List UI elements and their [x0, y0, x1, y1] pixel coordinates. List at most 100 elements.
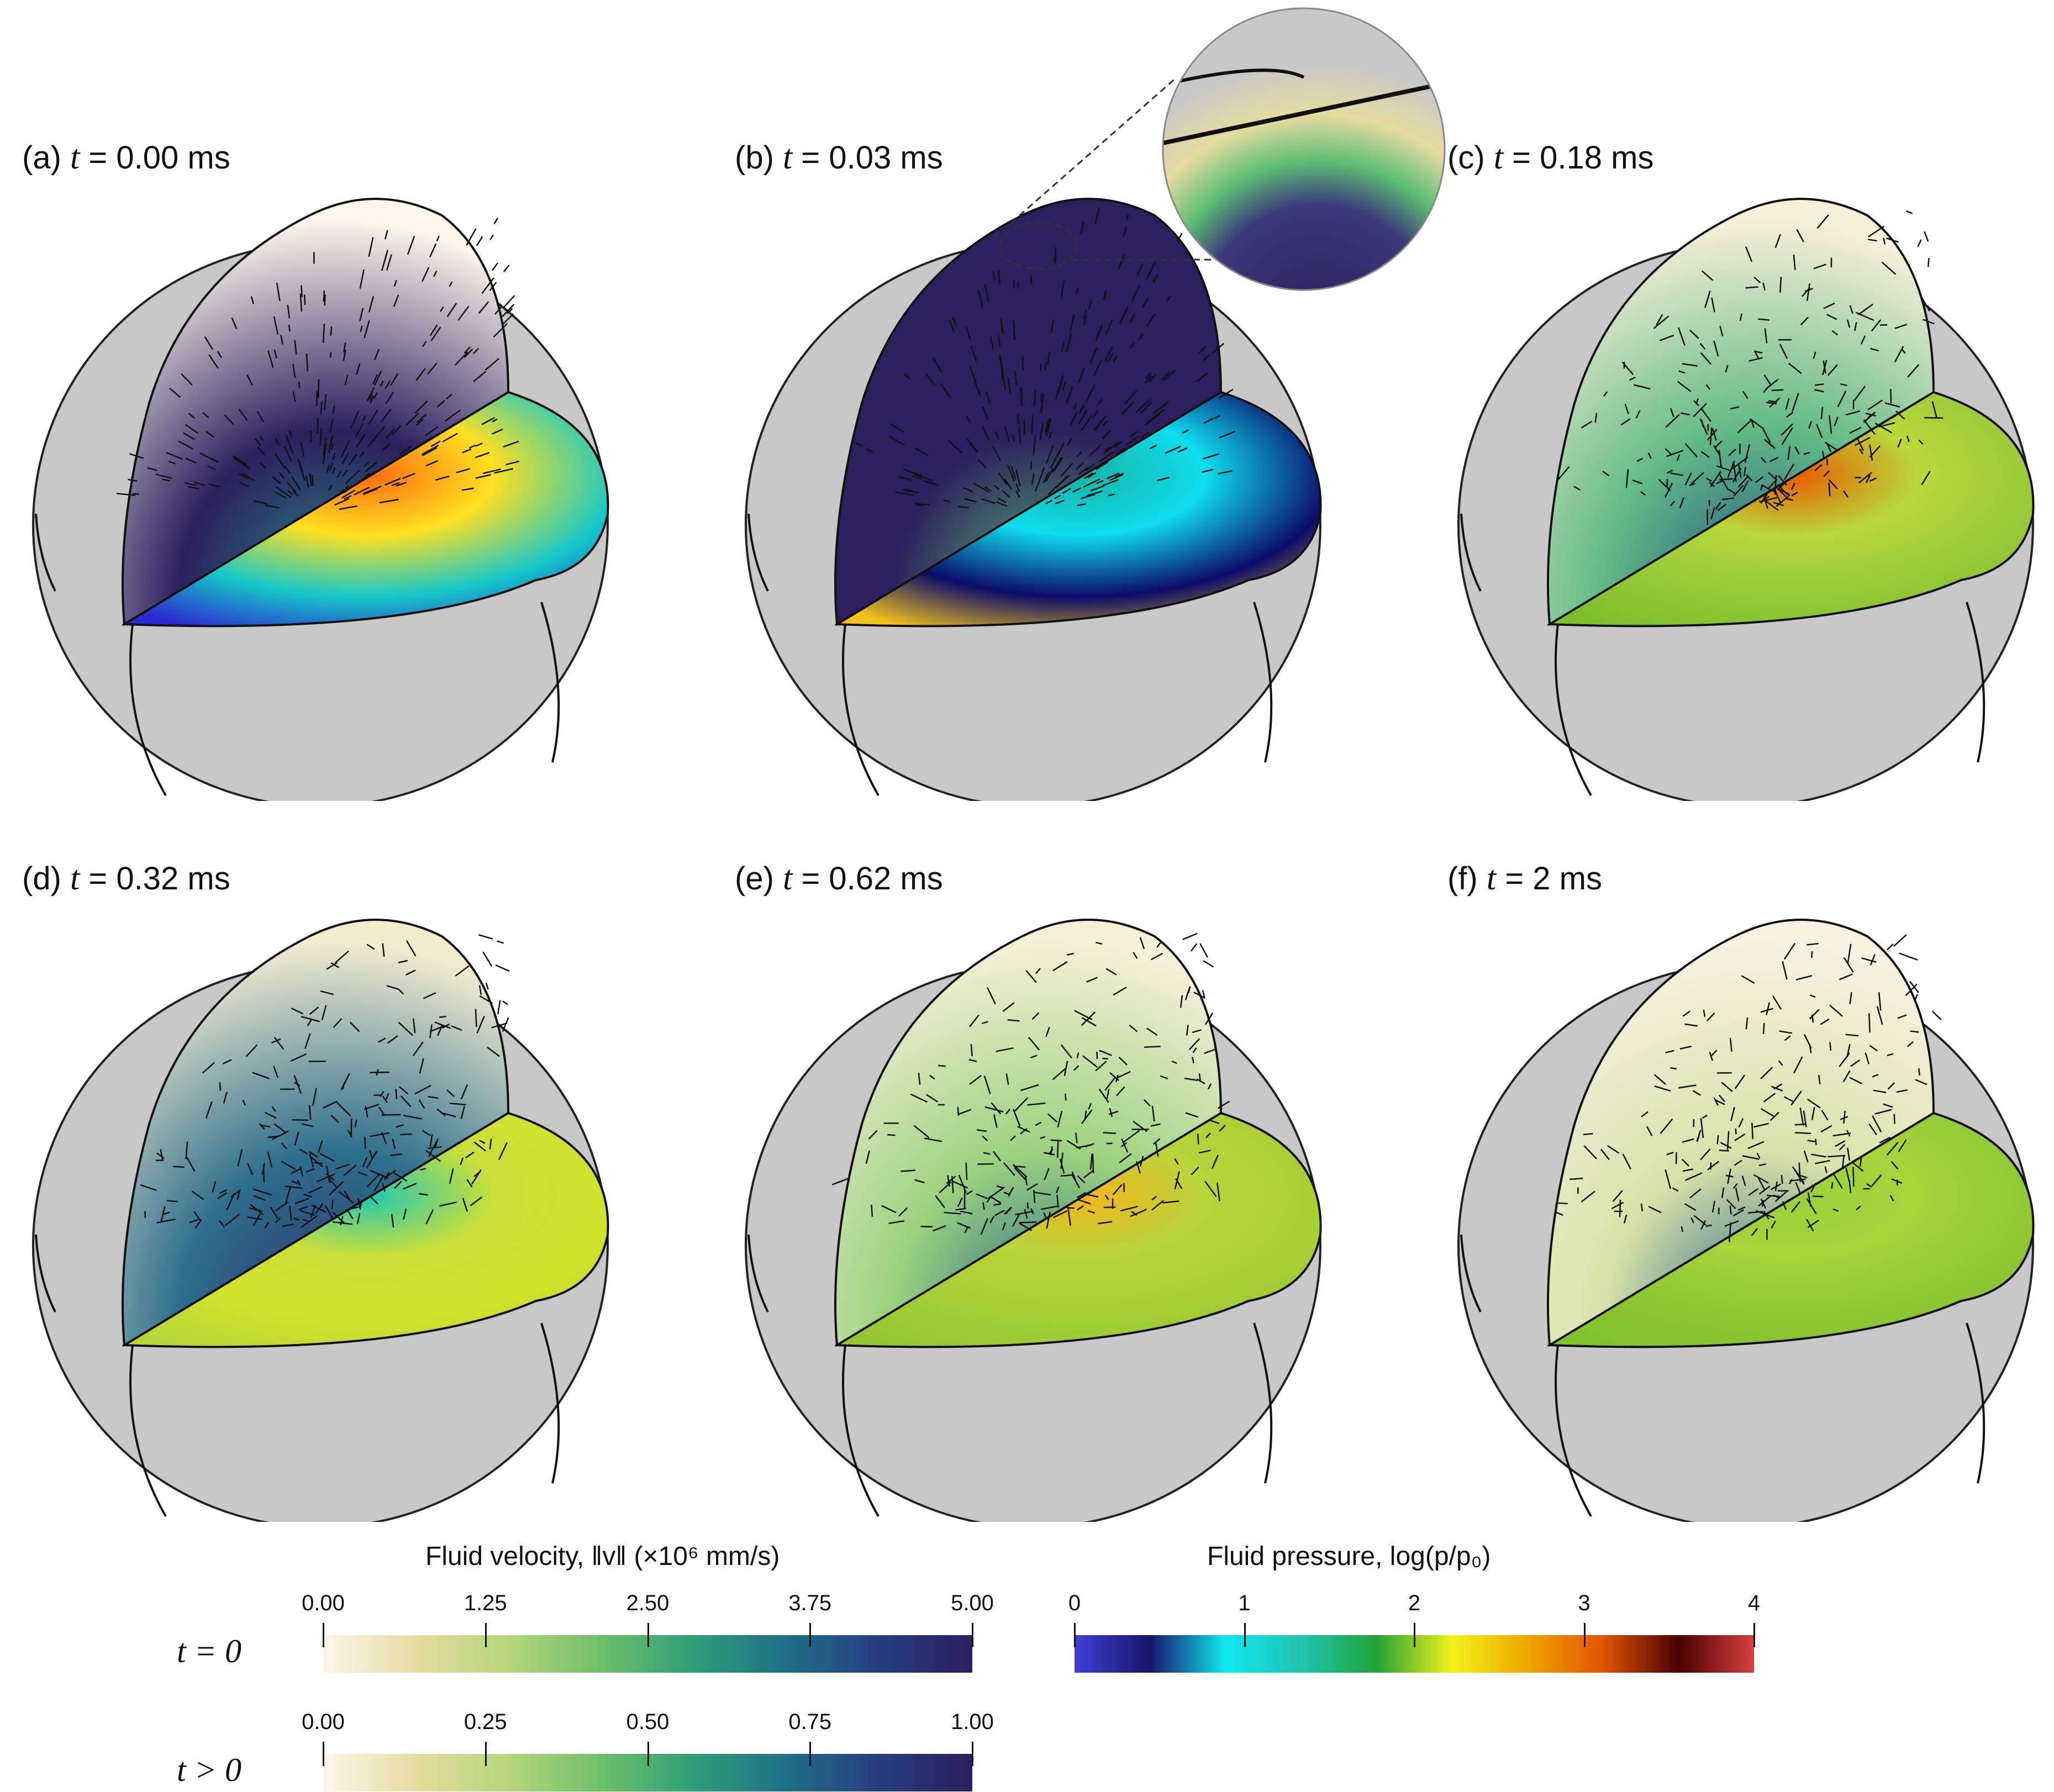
velocity-arrow: [952, 1180, 968, 1189]
velocity-arrow: [968, 1059, 977, 1062]
cutaway-sphere-render: [745, 919, 1322, 1522]
velocity-arrow: [419, 1193, 429, 1196]
velocity-arrow: [359, 308, 364, 321]
velocity-arrow: [492, 262, 499, 271]
time-symbol: t: [1493, 139, 1503, 176]
velocity-arrow: [1632, 479, 1643, 484]
velocity-arrow: [960, 1210, 973, 1215]
velocity-arrow: [402, 472, 415, 479]
simulation-panel-a: (a) t = 0.00 ms: [22, 138, 630, 801]
velocity-arrow: [1707, 429, 1718, 441]
velocity-arrow: [1114, 441, 1123, 448]
velocity-arrow: [1102, 1057, 1109, 1060]
velocity-arrow: [460, 1084, 468, 1100]
velocity-t0-tick-mark: [323, 1623, 324, 1647]
velocity-arrow: [1849, 992, 1852, 1004]
velocity-arrow: [489, 1139, 492, 1150]
velocity-arrow: [202, 412, 209, 418]
velocity-arrow: [1726, 1131, 1730, 1150]
time-unit: ms: [900, 140, 943, 176]
velocity-arrow: [1827, 364, 1839, 376]
velocity-arrow: [990, 336, 994, 350]
velocity-arrow: [1191, 1166, 1199, 1176]
velocity-arrow: [1160, 371, 1171, 381]
velocity-arrow: [1017, 413, 1020, 425]
velocity-arrow: [489, 282, 497, 291]
simulation-panel-d: (d) t = 0.32 ms: [22, 859, 630, 1522]
velocity-arrow: [1204, 1048, 1216, 1055]
velocity-arrow: [1015, 490, 1020, 498]
velocity-arrow: [1070, 411, 1078, 425]
velocity-arrow: [1085, 463, 1096, 472]
velocity-arrow: [273, 349, 277, 359]
velocity-arrow: [140, 1184, 157, 1192]
velocity-arrow: [1859, 448, 1863, 455]
velocity-arrow: [1129, 313, 1136, 323]
time-unit: ms: [1559, 861, 1602, 897]
velocity-tpos-tick-mark: [323, 1742, 324, 1766]
velocity-arrow: [871, 1204, 873, 1217]
velocity-arrow: [1924, 231, 1929, 242]
velocity-arrow: [184, 482, 197, 487]
velocity-arrow: [1874, 423, 1893, 434]
velocity-colorbar-title: Fluid velocity, ‖v‖ (×10⁶ mm/s): [425, 1542, 780, 1571]
velocity-arrow: [1177, 447, 1188, 453]
velocity-arrow: [470, 1196, 483, 1206]
cutaway-sphere-render: [32, 919, 609, 1522]
velocity-arrow: [330, 442, 334, 450]
velocity-arrow: [1747, 1141, 1765, 1150]
velocity-arrow: [1053, 246, 1057, 263]
velocity-arrow: [464, 348, 473, 359]
velocity-arrow: [1087, 472, 1097, 478]
velocity-arrow: [275, 1217, 281, 1224]
velocity-arrow: [1103, 292, 1107, 301]
velocity-arrow: [464, 346, 471, 354]
velocity-arrow: [1682, 1168, 1694, 1172]
velocity-arrow: [189, 1219, 199, 1224]
velocity-arrow: [1716, 502, 1721, 508]
velocity-arrow: [1056, 442, 1065, 458]
velocity-arrow: [896, 491, 914, 496]
velocity-arrow: [1026, 1183, 1038, 1191]
velocity-arrow: [1745, 246, 1753, 262]
velocity-arrow: [451, 1025, 462, 1031]
velocity-arrow: [1115, 1074, 1119, 1083]
velocity-arrow: [1918, 439, 1924, 445]
velocity-arrow: [1040, 363, 1042, 372]
velocity-arrow: [965, 1162, 968, 1180]
velocity-arrow: [1130, 1209, 1147, 1217]
velocity-arrow: [1142, 298, 1149, 308]
velocity-arrow: [329, 1180, 344, 1196]
velocity-arrow: [1186, 1025, 1189, 1036]
velocity-arrow: [1052, 462, 1060, 473]
velocity-arrow: [1923, 319, 1935, 325]
velocity-arrow: [1734, 1133, 1746, 1141]
velocity-arrow: [1842, 1070, 1851, 1083]
velocity-arrow: [1689, 482, 1696, 486]
velocity-arrow: [1794, 1123, 1807, 1126]
pressure-colorbar-title: Fluid pressure, log(p/p₀): [1207, 1542, 1491, 1571]
velocity-arrow: [1094, 208, 1100, 225]
velocity-arrow: [1684, 443, 1698, 458]
velocity-arrow: [457, 305, 470, 321]
velocity-arrow: [1098, 1088, 1109, 1103]
velocity-arrow: [493, 218, 499, 224]
velocity-arrow: [1767, 378, 1779, 389]
velocity-arrow: [1710, 1162, 1712, 1170]
velocity-arrow: [316, 1173, 335, 1183]
velocity-arrow: [267, 1135, 279, 1139]
velocity-arrow: [395, 1088, 398, 1100]
velocity-arrow: [1745, 286, 1758, 289]
velocity-arrow: [1684, 472, 1692, 486]
velocity-arrow: [128, 478, 138, 482]
velocity-arrow: [1927, 257, 1930, 267]
velocity-arrow: [996, 1185, 1004, 1189]
velocity-arrow: [1156, 941, 1162, 948]
velocity-t0-tick-mark: [972, 1623, 973, 1647]
velocity-arrow: [1214, 415, 1220, 419]
velocity-arrow: [1766, 1002, 1771, 1015]
velocity-arrow: [368, 471, 375, 476]
velocity-arrow: [1766, 1194, 1780, 1198]
velocity-arrow: [273, 316, 279, 335]
velocity-arrow: [393, 280, 397, 287]
